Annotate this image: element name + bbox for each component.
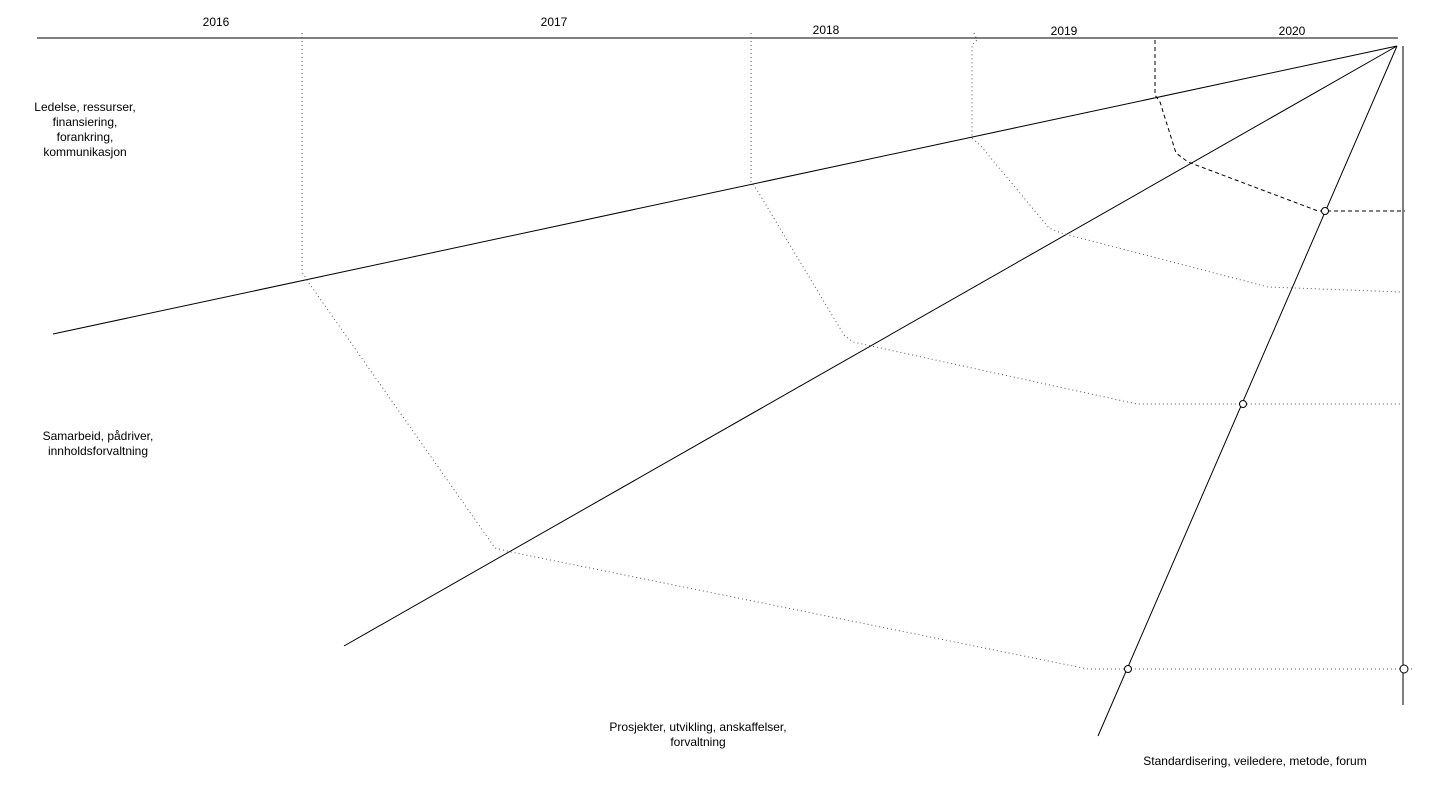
axis-leadership bbox=[52, 45, 1398, 335]
axis-projects bbox=[1097, 45, 1398, 737]
area-label-standardization: Standardisering, veiledere, metode, foru… bbox=[1143, 754, 1367, 768]
crossing-hop bbox=[1321, 207, 1329, 215]
year-boundary-2019 bbox=[1154, 40, 1405, 212]
year-boundary-2017 bbox=[750, 33, 1400, 405]
year-label-2018: 2018 bbox=[812, 23, 840, 37]
area-label-cooperation: Samarbeid, pådriver, innholdsforvaltning bbox=[42, 429, 154, 458]
area-label-leadership: Ledelse, ressurser, finansiering, forank… bbox=[34, 100, 136, 159]
crossing-hop bbox=[1399, 664, 1409, 674]
area-label-projects: Prosjekter, utvikling, anskaffelser, for… bbox=[609, 720, 787, 749]
year-label-2016: 2016 bbox=[202, 15, 230, 29]
year-label-2017: 2017 bbox=[540, 15, 568, 29]
crossing-hop bbox=[1239, 400, 1247, 408]
axis-cooperation bbox=[343, 45, 1398, 647]
year-boundary-2016 bbox=[301, 33, 1412, 670]
crossing-hop bbox=[1124, 665, 1132, 673]
year-label-2019: 2019 bbox=[1050, 24, 1078, 38]
year-boundary-2018 bbox=[971, 32, 1401, 293]
year-label-2020: 2020 bbox=[1278, 24, 1306, 38]
